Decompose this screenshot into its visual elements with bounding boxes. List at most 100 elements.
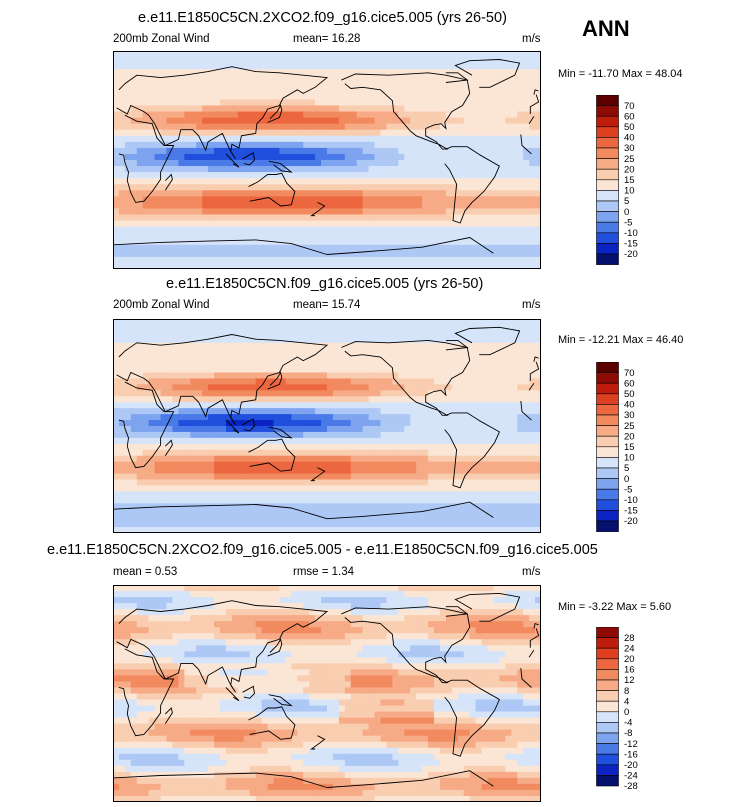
field-cell: [225, 57, 233, 64]
field-cell: [499, 81, 506, 88]
field-cell: [439, 256, 447, 264]
field-cell: [297, 437, 304, 445]
field-cell: [136, 87, 144, 94]
field-cell: [338, 455, 346, 463]
field-cell: [332, 232, 340, 240]
field-cell: [475, 117, 483, 125]
field-cell: [505, 479, 512, 487]
field-cell: [410, 63, 417, 70]
field-cell: [279, 51, 286, 58]
field-cell: [434, 372, 441, 380]
field-cell: [202, 178, 209, 185]
field-cell: [368, 105, 376, 113]
field-cell: [410, 135, 417, 143]
field-cell: [202, 93, 209, 101]
field-cell: [475, 81, 483, 88]
field-cell: [142, 455, 150, 463]
field-cell: [493, 123, 500, 131]
field-cell: [422, 105, 429, 113]
field-cell: [196, 408, 203, 415]
field-cell: [148, 366, 156, 374]
field-cell: [457, 166, 465, 173]
field-cell: [315, 256, 322, 264]
field-cell: [255, 87, 263, 94]
field-cell: [148, 184, 156, 191]
field-cell: [214, 141, 221, 149]
field-cell: [344, 87, 352, 94]
field-cell: [404, 232, 411, 240]
field-cell: [297, 366, 304, 374]
field-cell: [487, 256, 495, 264]
field-cell: [154, 129, 162, 137]
field-cell: [535, 147, 541, 155]
field-cell: [285, 473, 292, 481]
field-cell: [142, 184, 150, 191]
field-cell: [172, 178, 179, 185]
field-cell: [445, 123, 453, 131]
field-cell: [422, 208, 429, 216]
field-cell: [499, 123, 506, 131]
field-cell: [523, 105, 530, 113]
field-cell: [487, 99, 495, 107]
field-cell: [511, 196, 518, 203]
field-cell: [398, 319, 405, 326]
field-cell: [160, 402, 168, 409]
field-cell: [392, 190, 399, 197]
field-cell: [208, 129, 215, 137]
field-cell: [142, 485, 150, 492]
field-cell: [214, 190, 221, 197]
field-cell: [255, 319, 263, 326]
field-cell: [493, 166, 500, 173]
field-cell: [208, 503, 215, 510]
field-cell: [356, 87, 364, 94]
field-cell: [214, 497, 221, 504]
field-cell: [332, 431, 340, 439]
field-cell: [422, 342, 429, 350]
field-cell: [380, 166, 388, 173]
field-cell: [517, 51, 524, 58]
field-cell: [243, 172, 251, 179]
field-cell: [130, 437, 138, 445]
field-cell: [273, 244, 281, 252]
field-cell: [255, 396, 263, 403]
field-cell: [178, 384, 185, 391]
field-cell: [481, 479, 489, 487]
field-cell: [469, 147, 477, 155]
field-cell: [511, 220, 518, 228]
field-cell: [166, 366, 174, 374]
field-cell: [321, 160, 328, 167]
field-cell: [297, 51, 304, 58]
field-cell: [529, 238, 536, 246]
field-cell: [380, 57, 388, 64]
field-cell: [428, 390, 435, 397]
field-cell: [457, 153, 465, 161]
field-cell: [208, 431, 215, 439]
field-cell: [130, 378, 138, 385]
field-cell: [511, 414, 518, 421]
field-cell: [184, 202, 191, 210]
field-cell: [374, 117, 382, 125]
field-cell: [416, 437, 423, 445]
field-cell: [487, 396, 495, 403]
field-cell: [327, 202, 334, 210]
field-cell: [481, 123, 489, 131]
field-cell: [190, 111, 197, 119]
field-cell: [231, 129, 239, 137]
field-cell: [445, 63, 453, 70]
field-cell: [368, 166, 376, 173]
field-cell: [457, 226, 465, 234]
field-cell: [505, 117, 512, 125]
field-cell: [439, 414, 447, 421]
field-cell: [249, 324, 257, 332]
field-cell: [285, 256, 292, 264]
panel-2-mean-label: mean= 15.74: [293, 299, 361, 311]
field-cell: [451, 208, 459, 216]
field-cell: [285, 178, 292, 185]
field-cell: [338, 111, 346, 119]
field-cell: [124, 408, 132, 415]
field-cell: [249, 244, 257, 252]
field-cell: [249, 262, 257, 269]
field-cell: [356, 342, 364, 350]
field-cell: [463, 63, 471, 70]
field-cell: [154, 366, 162, 374]
